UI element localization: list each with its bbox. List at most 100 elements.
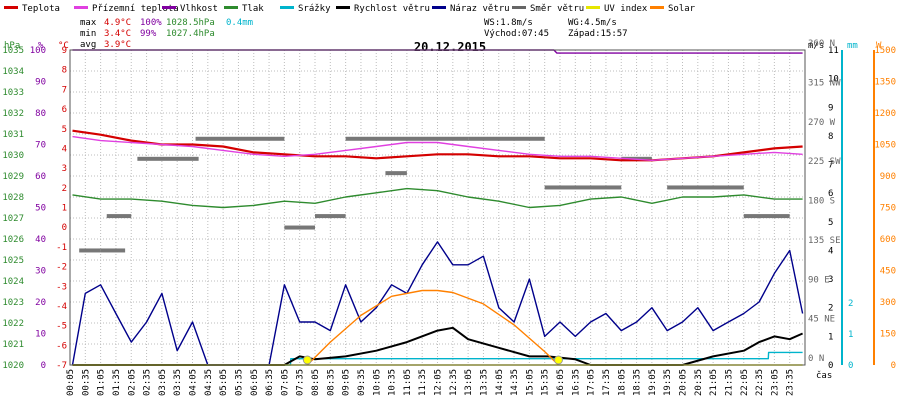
wind-dir-tick-label: 180 S: [808, 197, 835, 207]
x-tick-label: 18:05: [617, 369, 627, 396]
humidity-tick-label: 10: [35, 330, 46, 340]
solar-tick-label: 300: [880, 298, 896, 308]
solar-tick-label: 600: [880, 235, 896, 245]
pressure-tick-label: 1027: [2, 214, 24, 224]
x-tick-label: 11:05: [403, 369, 413, 396]
legend-label: Srážky: [298, 4, 331, 14]
humidity-tick-label: 90: [35, 78, 46, 88]
wind-dir-tick-label: 360 N: [808, 39, 835, 49]
stat-wg: WG:4.5m/s: [568, 18, 617, 28]
solar-tick-label: 150: [880, 330, 896, 340]
x-tick-label: 13:35: [479, 369, 489, 396]
x-tick-label: 01:05: [97, 369, 107, 396]
x-tick-label: 16:35: [571, 369, 581, 396]
stat-max-temp: 4.9°C: [104, 18, 131, 28]
legend-swatch: [4, 6, 18, 9]
x-tick-label: 20:05: [679, 369, 689, 396]
legend-swatch: [224, 6, 238, 9]
temperature-tick-label: 8: [62, 66, 67, 76]
plot-frame: [69, 49, 806, 366]
legend-label: Tlak: [242, 4, 264, 14]
temperature-tick-label: 1: [62, 204, 67, 214]
legend-swatch: [512, 6, 526, 9]
stats-block: max 4.9°C 100% 1028.5hPa 0.4mm min 3.4°C…: [80, 18, 628, 50]
x-tick-label: 14:35: [510, 369, 520, 396]
legend: Teplota Přízemní teplota Vlhkost Tlak Srážky…: [4, 4, 696, 14]
solar-tick-label: 1050: [874, 141, 896, 151]
legend-swatch: [162, 6, 176, 9]
humidity-tick-label: 20: [35, 298, 46, 308]
wind-dir-bar: [79, 248, 101, 253]
temperature-tick-label: -3: [56, 282, 67, 292]
x-tick-label: 00:05: [66, 369, 76, 396]
humidity-tick-label: 80: [35, 109, 46, 119]
wind-dir-bar: [345, 136, 438, 141]
x-tick-label: 10:35: [388, 369, 398, 396]
x-tick-label: 21:35: [724, 369, 734, 396]
wind-dir-bar: [743, 214, 790, 219]
wind-dir-bar: [106, 214, 132, 219]
series-line-rychlost-v-tru: [72, 326, 804, 366]
unit-ms: m/s: [808, 41, 824, 51]
x-tick-label: 06:05: [250, 369, 260, 396]
x-tick-label: 14:05: [495, 369, 505, 396]
series-line-solar: [306, 289, 559, 366]
pressure-tick-label: 1032: [2, 109, 24, 119]
wind-speed-tick-label: 9: [828, 103, 833, 113]
pressure-tick-label: 1028: [2, 193, 24, 203]
pressure-tick-label: 1025: [2, 256, 24, 266]
wind-dir-bar: [385, 171, 407, 176]
x-tick-label: 03:05: [158, 369, 168, 396]
x-tick-label: 16:05: [556, 369, 566, 396]
axis-units: hPa % °C m/s mm W čas: [4, 41, 882, 381]
legend-label: UV index: [604, 4, 648, 14]
legend-label: Solar: [668, 4, 696, 14]
rain-tick-label: 1: [848, 330, 853, 340]
pressure-tick-label: 1022: [2, 319, 24, 329]
rain-tick-label: 0: [848, 361, 853, 371]
solar-tick-label: 900: [880, 172, 896, 182]
stat-sunrise: Východ:07:45: [484, 29, 549, 39]
legend-swatch: [586, 6, 600, 9]
x-tick-label: 02:05: [127, 369, 137, 396]
unit-time: čas: [816, 370, 832, 381]
pressure-tick-label: 1026: [2, 235, 24, 245]
pressure-tick-label: 1021: [2, 340, 24, 350]
x-tick-label: 09:05: [342, 369, 352, 396]
unit-degc: °C: [58, 41, 69, 51]
pressure-tick-label: 1035: [2, 46, 24, 56]
wind-speed-tick-label: 11: [828, 46, 839, 56]
stat-min-press: 1027.4hPa: [166, 29, 215, 39]
pressure-tick-label: 1030: [2, 151, 24, 161]
wind-speed-tick-label: 8: [828, 132, 833, 142]
humidity-tick-label: 70: [35, 141, 46, 151]
x-tick-label: 05:35: [234, 369, 244, 396]
x-tick-label: 15:05: [525, 369, 535, 396]
pressure-tick-label: 1029: [2, 172, 24, 182]
x-tick-label: 22:35: [755, 369, 765, 396]
unit-hpa: hPa: [4, 41, 20, 51]
wind-speed-tick-label: 4: [828, 246, 833, 256]
temperature-tick-label: -1: [56, 243, 67, 253]
temperature-tick-label: 6: [62, 105, 67, 115]
legend-label: Vlhkost: [180, 4, 218, 14]
temperature-tick-label: 3: [62, 164, 67, 174]
x-tick-label: 12:05: [434, 369, 444, 396]
humidity-tick-label: 0: [41, 361, 46, 371]
x-tick-label: 22:05: [740, 369, 750, 396]
stat-sunset: Západ:15:57: [568, 29, 628, 39]
unit-mm: mm: [847, 41, 858, 51]
x-tick-label: 10:05: [372, 369, 382, 396]
wind-dir-bar: [667, 185, 744, 190]
legend-swatch: [74, 6, 88, 9]
wind-dir-tick-label: 225 SW: [808, 157, 841, 167]
legend-swatch: [650, 6, 664, 9]
wind-speed-tick-label: 7: [828, 161, 833, 171]
chart-title: 20.12.2015: [414, 40, 486, 54]
stat-min-label: min: [80, 29, 96, 39]
solar-tick-label: 450: [880, 267, 896, 277]
unit-pct: %: [38, 41, 44, 51]
humidity-tick-label: 40: [35, 235, 46, 245]
temperature-tick-label: -2: [56, 263, 67, 273]
wind-speed-tick-label: 1: [828, 332, 833, 342]
